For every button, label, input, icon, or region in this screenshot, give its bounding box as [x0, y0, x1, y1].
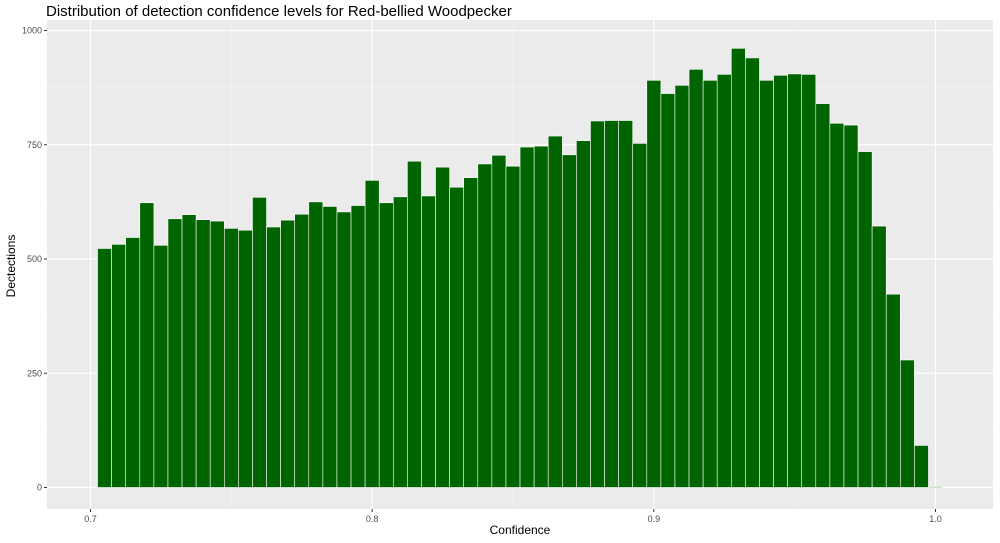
histogram-bar	[266, 226, 281, 488]
x-tick-label: 0.9	[648, 514, 661, 524]
histogram-bar	[463, 177, 479, 488]
histogram-bar	[702, 80, 718, 488]
y-tick-label: 0	[37, 483, 42, 493]
histogram-bar	[829, 122, 845, 488]
histogram-bar	[716, 74, 732, 488]
histogram-bar	[815, 103, 831, 488]
histogram-bar	[139, 202, 155, 488]
x-tick-label: 0.8	[366, 514, 379, 524]
histogram-bar	[928, 486, 943, 488]
chart-title: Distribution of detection confidence lev…	[46, 3, 512, 20]
histogram-bar	[336, 211, 352, 488]
histogram-bar	[730, 48, 746, 488]
histogram-bar	[533, 145, 549, 488]
histogram-bar	[167, 218, 183, 488]
histogram-bar	[477, 163, 493, 488]
histogram-bar	[871, 225, 887, 488]
histogram-bar	[561, 154, 577, 488]
histogram-bar	[209, 220, 225, 488]
histogram-bar	[435, 166, 450, 488]
histogram-bar	[759, 80, 774, 488]
histogram-bar	[618, 120, 634, 488]
histogram-bar	[899, 359, 915, 488]
y-tick-label: 500	[27, 254, 42, 264]
y-tick-label: 250	[27, 368, 42, 378]
histogram-bar	[252, 197, 267, 488]
histogram-bar	[745, 57, 760, 488]
histogram-bar	[181, 214, 197, 488]
histogram-bar	[688, 69, 704, 488]
histogram-bar	[378, 202, 394, 488]
histogram-bar	[787, 73, 803, 488]
histogram-bar	[407, 160, 422, 488]
x-tick-label: 1.0	[929, 514, 942, 524]
histogram-bar	[280, 219, 296, 488]
histogram-bar	[449, 186, 465, 488]
histogram-bar	[632, 143, 648, 488]
histogram-bar	[223, 228, 239, 488]
y-tick-label: 1000	[22, 26, 42, 36]
histogram-bar	[914, 445, 929, 488]
histogram-bar	[843, 124, 859, 488]
histogram-bar	[111, 244, 127, 488]
histogram-bar	[646, 80, 662, 488]
histogram-bar	[350, 205, 366, 488]
histogram-bar	[857, 151, 873, 488]
histogram-bar	[660, 93, 676, 488]
histogram-bar	[674, 85, 690, 488]
histogram-bar	[604, 120, 619, 488]
histogram-bar	[505, 165, 521, 488]
x-axis-label: Confidence	[489, 523, 551, 537]
histogram-bar	[364, 180, 380, 488]
histogram-bar	[125, 237, 141, 488]
histogram-bar	[294, 213, 310, 488]
histogram-bar	[590, 120, 605, 488]
histogram-bar	[392, 196, 408, 488]
histogram-bar	[97, 248, 112, 488]
histogram-bar	[773, 74, 788, 488]
bars	[97, 48, 943, 488]
y-axis: 0 250 500 750 1000	[22, 26, 47, 493]
histogram-bar	[576, 140, 591, 488]
x-tick-label: 0.7	[84, 514, 97, 524]
histogram-bar	[238, 229, 253, 488]
histogram-bar	[195, 219, 211, 488]
x-axis: 0.7 0.8 0.9 1.0	[84, 509, 942, 524]
histogram-bar	[547, 135, 563, 488]
histogram-bar	[308, 201, 324, 488]
histogram-bar	[885, 293, 901, 488]
histogram-bar	[322, 206, 338, 488]
histogram-bar	[491, 154, 507, 488]
y-tick-label: 750	[27, 140, 42, 150]
histogram-bar	[801, 74, 817, 488]
histogram-bar	[421, 195, 436, 488]
histogram-bar	[153, 244, 169, 488]
histogram-bar	[519, 146, 535, 488]
